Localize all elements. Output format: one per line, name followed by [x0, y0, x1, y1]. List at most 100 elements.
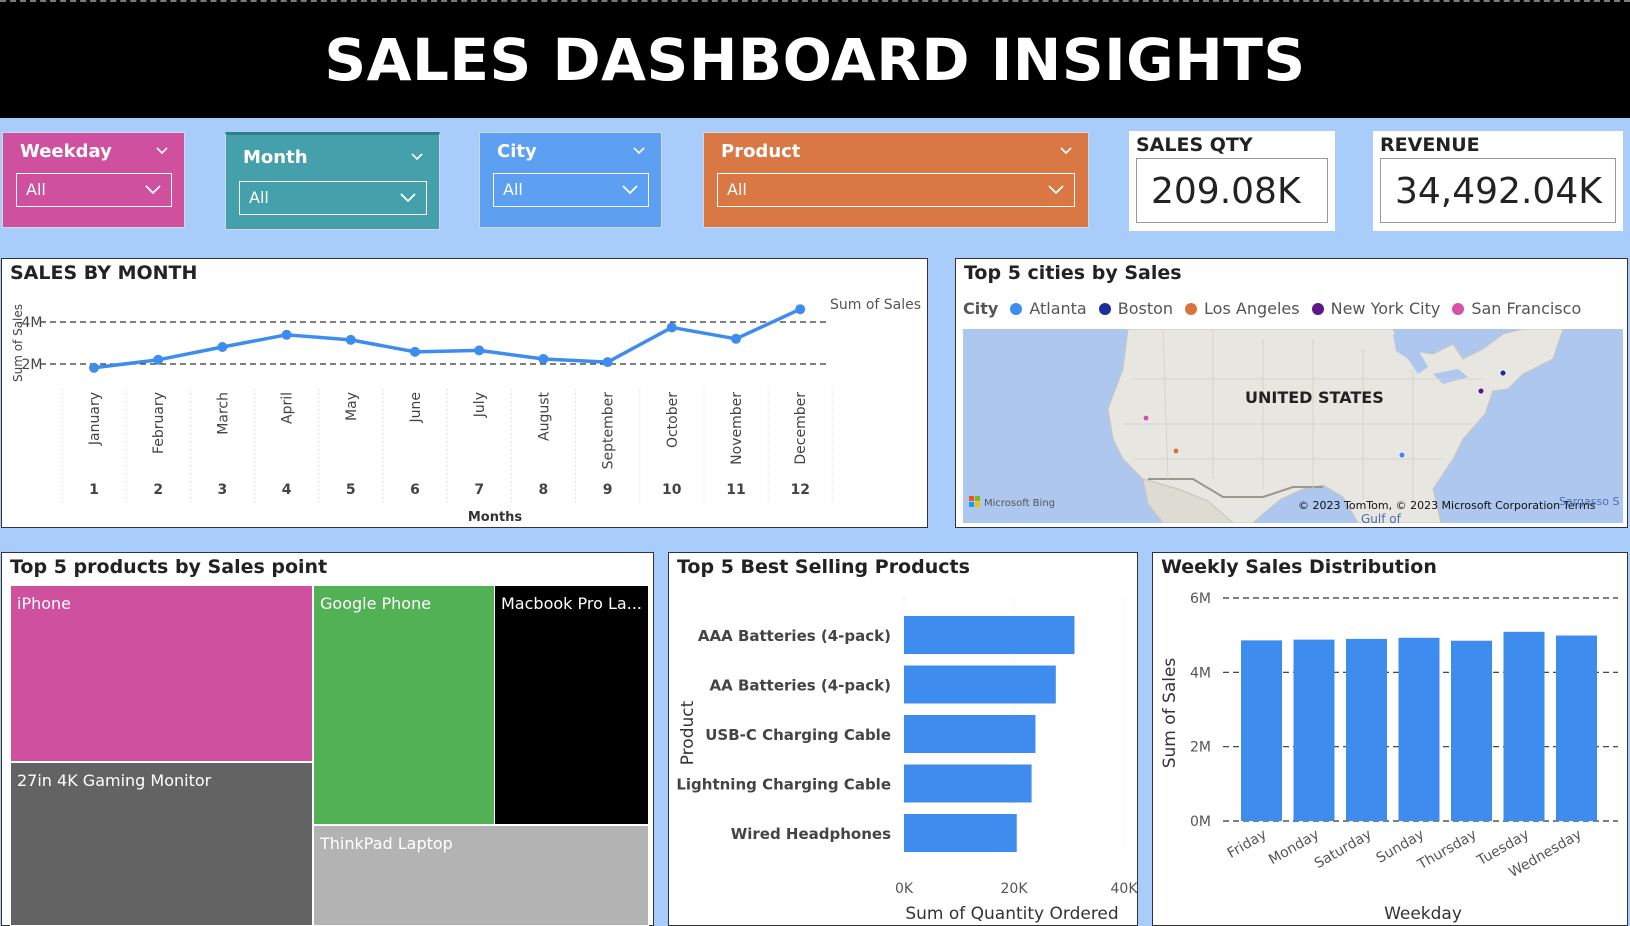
legend-label: Sum of Sales [830, 297, 921, 313]
chevron-down-icon[interactable] [156, 145, 168, 157]
bar-sunday [1398, 637, 1440, 821]
dashboard-header: SALES DASHBOARD INSIGHTS [0, 0, 1630, 118]
best-selling-chart[interactable]: 0K 20K 40K AAA Batteries (4-pack) AA Batteri… [669, 553, 1137, 925]
best-selling-panel: Top 5 Best Selling Products 0K 20K 40K AAA … [668, 552, 1138, 926]
chevron-down-icon[interactable] [633, 145, 645, 157]
y-tick-label: 2M [1190, 740, 1211, 756]
sales-qty-card: SALES QTY 209.08K [1129, 131, 1335, 231]
city-slicer: City All [479, 132, 662, 228]
legend-label: San Francisco [1471, 299, 1582, 318]
x-tick-label: March [215, 392, 231, 435]
revenue-label: REVENUE [1380, 134, 1480, 156]
treemap-tile-macbook-pro[interactable]: Macbook Pro La... [494, 585, 649, 825]
san-francisco-dot [1452, 302, 1465, 315]
city-slicer-label: City [497, 141, 537, 162]
month-number: 4 [282, 482, 292, 498]
atlanta-dot [1010, 302, 1023, 315]
y-tick-label: 0M [1190, 814, 1211, 830]
map-terms-link[interactable]: Terms [1562, 499, 1596, 512]
month-number: 10 [662, 482, 682, 498]
tile-label: ThinkPad Laptop [320, 834, 453, 853]
treemap-tile-google-phone[interactable]: Google Phone [313, 585, 495, 825]
legend-item-atlanta[interactable]: Atlanta [1010, 299, 1087, 318]
month-number: 6 [410, 482, 420, 498]
x-tick-label: October [665, 392, 681, 448]
weekday-slicer-label: Weekday [20, 141, 112, 162]
data-point-november [731, 333, 741, 344]
map-gulf-label: Gulf of [1361, 512, 1402, 523]
y-tick-label: USB-C Charging Cable [705, 726, 891, 744]
y-axis-label: Sum of Sales [1160, 658, 1180, 769]
new-york-city-marker[interactable] [1477, 387, 1485, 395]
city-dropdown[interactable]: All [493, 173, 649, 207]
us-map[interactable]: UNITED STATES Microsoft Bing © 2023 TomT… [963, 329, 1623, 523]
data-point-december [795, 304, 806, 315]
treemap-title: Top 5 products by Sales point [10, 556, 328, 578]
bar-3 [904, 764, 1032, 803]
sales-qty-value: 209.08K [1151, 171, 1301, 212]
bar-wednesday [1556, 635, 1597, 821]
product-slicer: Product All [703, 132, 1089, 228]
los-angeles-marker[interactable] [1172, 447, 1180, 455]
boston-marker[interactable] [1499, 369, 1507, 377]
chevron-down-icon [145, 185, 161, 195]
x-tick-label: 40K [1111, 881, 1138, 897]
bar-thursday [1451, 640, 1492, 821]
chevron-down-icon[interactable] [1060, 145, 1072, 157]
los-angeles-dot [1185, 302, 1198, 315]
sales-by-month-title: SALES BY MONTH [10, 262, 198, 284]
data-point-july [474, 345, 485, 356]
x-tick-label: November [729, 392, 745, 465]
month-dropdown-value: All [249, 188, 269, 207]
san-francisco-marker[interactable] [1142, 414, 1150, 422]
legend-item-los-angeles[interactable]: Los Angeles [1185, 299, 1300, 318]
month-dropdown[interactable]: All [239, 181, 427, 215]
map-country-label: UNITED STATES [1245, 388, 1384, 407]
chevron-down-icon[interactable] [411, 151, 423, 163]
product-slicer-label: Product [721, 141, 801, 162]
treemap-tile-iphone[interactable]: iPhone [10, 585, 313, 762]
legend-item-san-francisco[interactable]: San Francisco [1452, 299, 1581, 318]
city-legend: City Atlanta Boston Los Angeles New York… [963, 299, 1593, 318]
product-dropdown[interactable]: All [717, 173, 1075, 207]
city-legend-title: City [963, 299, 999, 318]
x-tick-label: Friday [1225, 827, 1270, 862]
treemap-tile-thinkpad[interactable]: ThinkPad Laptop [313, 825, 649, 926]
legend-item-boston[interactable]: Boston [1098, 299, 1173, 318]
x-tick-label: June [408, 392, 424, 424]
bar-tuesday [1503, 631, 1545, 821]
y-tick-label: AA Batteries (4-pack) [710, 677, 891, 695]
x-tick-label: January [87, 392, 103, 446]
month-number: 2 [153, 482, 163, 498]
legend-item-new-york-city[interactable]: New York City [1311, 299, 1440, 318]
tile-label: iPhone [17, 594, 72, 613]
x-tick-label: September [601, 392, 617, 470]
weekday-dropdown[interactable]: All [16, 173, 172, 207]
x-tick-label: May [344, 392, 360, 421]
bar-saturday [1346, 638, 1387, 821]
data-point-february [153, 354, 164, 365]
top-cities-title: Top 5 cities by Sales [964, 262, 1182, 284]
map-copyright: © 2023 TomTom, © 2023 Microsoft Corporat… [1298, 499, 1560, 512]
chevron-down-icon [622, 185, 638, 195]
sales-line [93, 307, 801, 370]
sales-qty-box: 209.08K [1136, 158, 1328, 223]
data-point-march [217, 341, 228, 352]
weekly-title: Weekly Sales Distribution [1161, 556, 1437, 578]
month-slicer-label: Month [243, 147, 308, 168]
data-point-august [538, 353, 549, 364]
treemap-panel: Top 5 products by Sales point iPhone 27i… [1, 552, 654, 926]
city-dropdown-value: All [503, 180, 523, 199]
best-selling-title: Top 5 Best Selling Products [677, 556, 970, 578]
x-tick-label: December [793, 392, 809, 465]
x-axis-label: Sum of Quantity Ordered [905, 904, 1118, 924]
great-lakes [1393, 334, 1468, 384]
y-tick-label: 4M [1190, 665, 1211, 681]
atlanta-marker[interactable] [1398, 451, 1406, 459]
sales-by-month-panel: SALES BY MONTH 2M 4M Sum of Sales January 1 F… [1, 258, 928, 528]
month-number: 8 [539, 482, 549, 498]
treemap-tile-27in-monitor[interactable]: 27in 4K Gaming Monitor [10, 762, 313, 926]
border-line [1148, 478, 1323, 498]
